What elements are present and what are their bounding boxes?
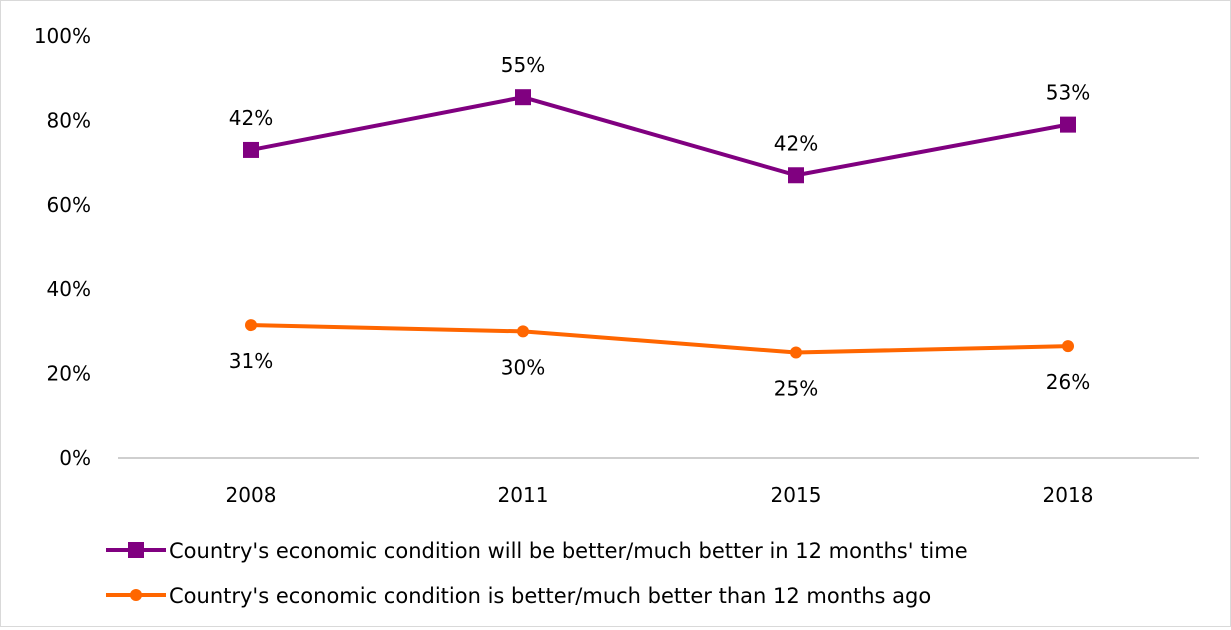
data-label: 53% xyxy=(1046,81,1090,105)
series-2: 31% 30% 25% 26% xyxy=(229,319,1090,401)
legend-item-1: Country's economic condition will be bet… xyxy=(106,539,968,563)
data-label: 25% xyxy=(774,377,818,401)
data-point-circle xyxy=(245,319,257,332)
data-point-square xyxy=(243,141,259,158)
data-label: 26% xyxy=(1046,370,1090,394)
data-label: 42% xyxy=(229,106,273,130)
series-layer: 42% 55% 42% 53% 31% 30% 25% 26% xyxy=(229,53,1090,400)
data-point-circle xyxy=(517,325,529,338)
x-tick-label: 2011 xyxy=(498,483,549,507)
data-label: 42% xyxy=(774,131,818,155)
data-label: 30% xyxy=(501,355,545,379)
x-axis-ticks: 2008 2011 2015 2018 xyxy=(226,483,1094,507)
x-tick-label: 2015 xyxy=(771,483,822,507)
y-tick-label: 20% xyxy=(47,362,91,386)
data-point-square xyxy=(1060,116,1076,133)
legend: Country's economic condition will be bet… xyxy=(106,539,968,608)
series-1: 42% 55% 42% 53% xyxy=(229,53,1090,184)
legend-marker-square xyxy=(128,542,144,558)
series-line xyxy=(250,323,1069,355)
data-label: 55% xyxy=(501,53,545,77)
legend-label: Country's economic condition will be bet… xyxy=(169,539,968,563)
legend-marker-circle xyxy=(130,589,142,601)
y-axis-ticks: 0% 20% 40% 60% 80% 100% xyxy=(34,24,91,470)
series-line xyxy=(250,95,1069,178)
legend-item-2: Country's economic condition is better/m… xyxy=(106,584,931,608)
data-label: 31% xyxy=(229,349,273,373)
legend-label: Country's economic condition is better/m… xyxy=(169,584,931,608)
y-tick-label: 100% xyxy=(34,24,91,48)
data-point-circle xyxy=(790,346,802,359)
x-tick-label: 2008 xyxy=(226,483,277,507)
data-point-circle xyxy=(1062,340,1074,353)
y-tick-label: 60% xyxy=(47,193,91,217)
data-point-square xyxy=(515,89,531,106)
y-tick-label: 40% xyxy=(47,277,91,301)
y-tick-label: 80% xyxy=(47,108,91,132)
x-tick-label: 2018 xyxy=(1043,483,1094,507)
data-point-square xyxy=(788,167,804,184)
y-tick-label: 0% xyxy=(59,446,91,470)
